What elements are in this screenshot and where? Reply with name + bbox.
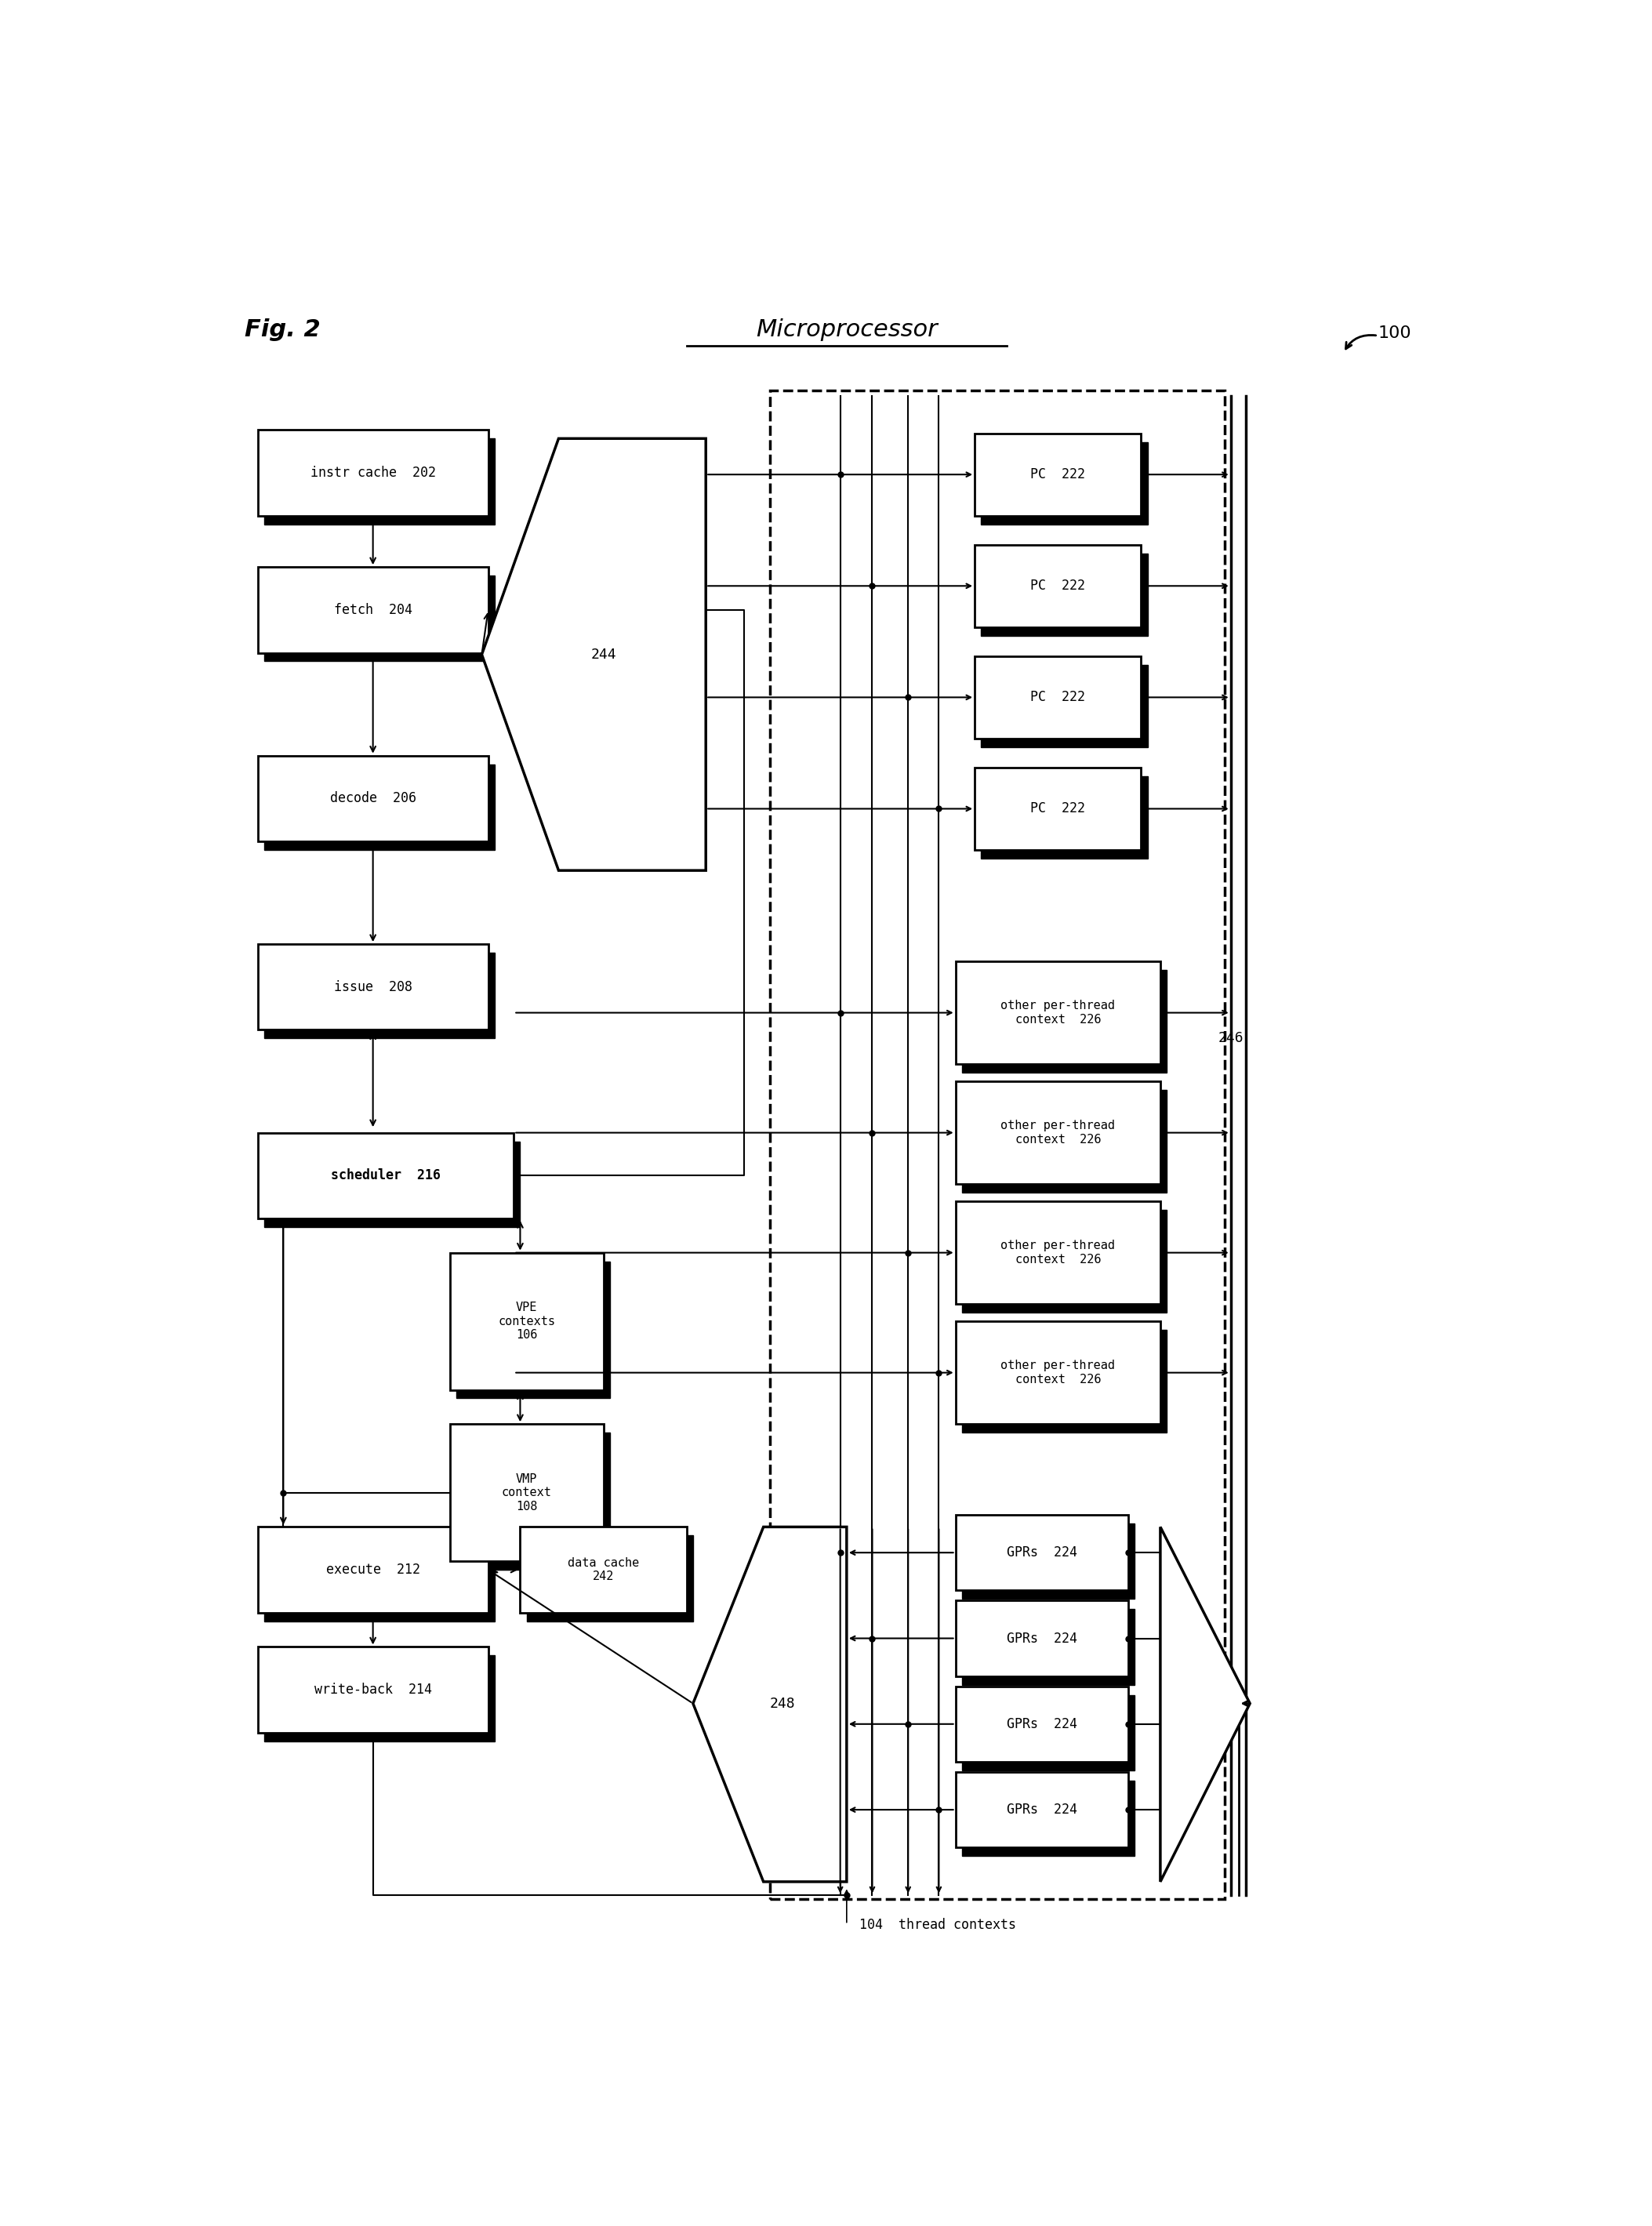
Bar xyxy=(955,962,1160,1064)
Bar xyxy=(981,777,1148,859)
Text: PC  222: PC 222 xyxy=(1031,579,1085,592)
Text: 104  thread contexts: 104 thread contexts xyxy=(859,1917,1016,1932)
Bar xyxy=(961,1523,1135,1598)
Text: fetch  204: fetch 204 xyxy=(334,603,411,617)
Polygon shape xyxy=(1160,1527,1251,1881)
Bar xyxy=(961,1329,1166,1434)
Bar xyxy=(258,568,489,652)
Bar xyxy=(981,443,1148,523)
Bar xyxy=(961,971,1166,1073)
Bar xyxy=(258,430,489,516)
Bar xyxy=(258,1527,489,1612)
Bar xyxy=(955,1082,1160,1184)
Bar xyxy=(961,1781,1135,1856)
Text: VPE
contexts
106: VPE contexts 106 xyxy=(497,1302,555,1340)
Bar xyxy=(981,554,1148,637)
Bar xyxy=(456,1434,610,1569)
Bar xyxy=(955,1202,1160,1304)
Text: other per-thread
context  226: other per-thread context 226 xyxy=(1001,1360,1115,1385)
Text: PC  222: PC 222 xyxy=(1031,690,1085,703)
Bar xyxy=(961,1211,1166,1313)
Text: PC  222: PC 222 xyxy=(1031,801,1085,815)
Bar xyxy=(955,1687,1128,1761)
Bar xyxy=(975,434,1142,516)
Text: 246: 246 xyxy=(1218,1031,1244,1046)
Text: decode  206: decode 206 xyxy=(330,792,416,806)
Bar xyxy=(264,439,494,523)
Bar xyxy=(975,545,1142,628)
Bar xyxy=(449,1425,603,1560)
Bar xyxy=(955,1600,1128,1676)
Text: 244: 244 xyxy=(591,648,616,661)
Bar xyxy=(264,953,494,1037)
Text: other per-thread
context  226: other per-thread context 226 xyxy=(1001,1120,1115,1146)
Bar xyxy=(456,1262,610,1398)
Bar xyxy=(258,755,489,841)
Bar xyxy=(981,666,1148,748)
Text: scheduler  216: scheduler 216 xyxy=(330,1169,441,1182)
Bar xyxy=(770,390,1224,1899)
Text: instr cache  202: instr cache 202 xyxy=(311,465,436,481)
Text: VMP
context
108: VMP context 108 xyxy=(502,1474,552,1511)
Bar xyxy=(955,1322,1160,1425)
Bar xyxy=(264,1142,520,1227)
Bar xyxy=(961,1091,1166,1193)
Bar xyxy=(449,1253,603,1389)
Bar xyxy=(258,944,489,1031)
Polygon shape xyxy=(694,1527,847,1881)
Text: GPRs  224: GPRs 224 xyxy=(1006,1803,1077,1816)
Bar xyxy=(975,768,1142,850)
Bar xyxy=(258,1133,514,1218)
Text: write-back  214: write-back 214 xyxy=(314,1683,431,1696)
Bar xyxy=(955,1772,1128,1848)
Text: execute  212: execute 212 xyxy=(325,1563,420,1576)
Bar xyxy=(955,1516,1128,1589)
Text: other per-thread
context  226: other per-thread context 226 xyxy=(1001,999,1115,1026)
Polygon shape xyxy=(482,439,705,870)
Text: Microprocessor: Microprocessor xyxy=(757,318,937,341)
Bar xyxy=(961,1694,1135,1770)
Text: 248: 248 xyxy=(770,1696,795,1710)
Text: GPRs  224: GPRs 224 xyxy=(1006,1545,1077,1560)
Bar xyxy=(520,1527,687,1612)
Text: GPRs  224: GPRs 224 xyxy=(1006,1632,1077,1645)
Bar xyxy=(258,1647,489,1732)
Bar xyxy=(264,1656,494,1741)
Bar xyxy=(975,657,1142,739)
Bar xyxy=(527,1536,694,1621)
Text: PC  222: PC 222 xyxy=(1031,467,1085,481)
Text: other per-thread
context  226: other per-thread context 226 xyxy=(1001,1240,1115,1264)
Text: Fig. 2: Fig. 2 xyxy=(244,318,320,341)
Text: 100: 100 xyxy=(1378,325,1411,341)
Bar xyxy=(961,1609,1135,1685)
Bar xyxy=(264,764,494,850)
Text: data cache
242: data cache 242 xyxy=(568,1556,639,1583)
Bar xyxy=(264,577,494,661)
Text: GPRs  224: GPRs 224 xyxy=(1006,1716,1077,1732)
Text: issue  208: issue 208 xyxy=(334,979,411,995)
Bar xyxy=(264,1536,494,1621)
